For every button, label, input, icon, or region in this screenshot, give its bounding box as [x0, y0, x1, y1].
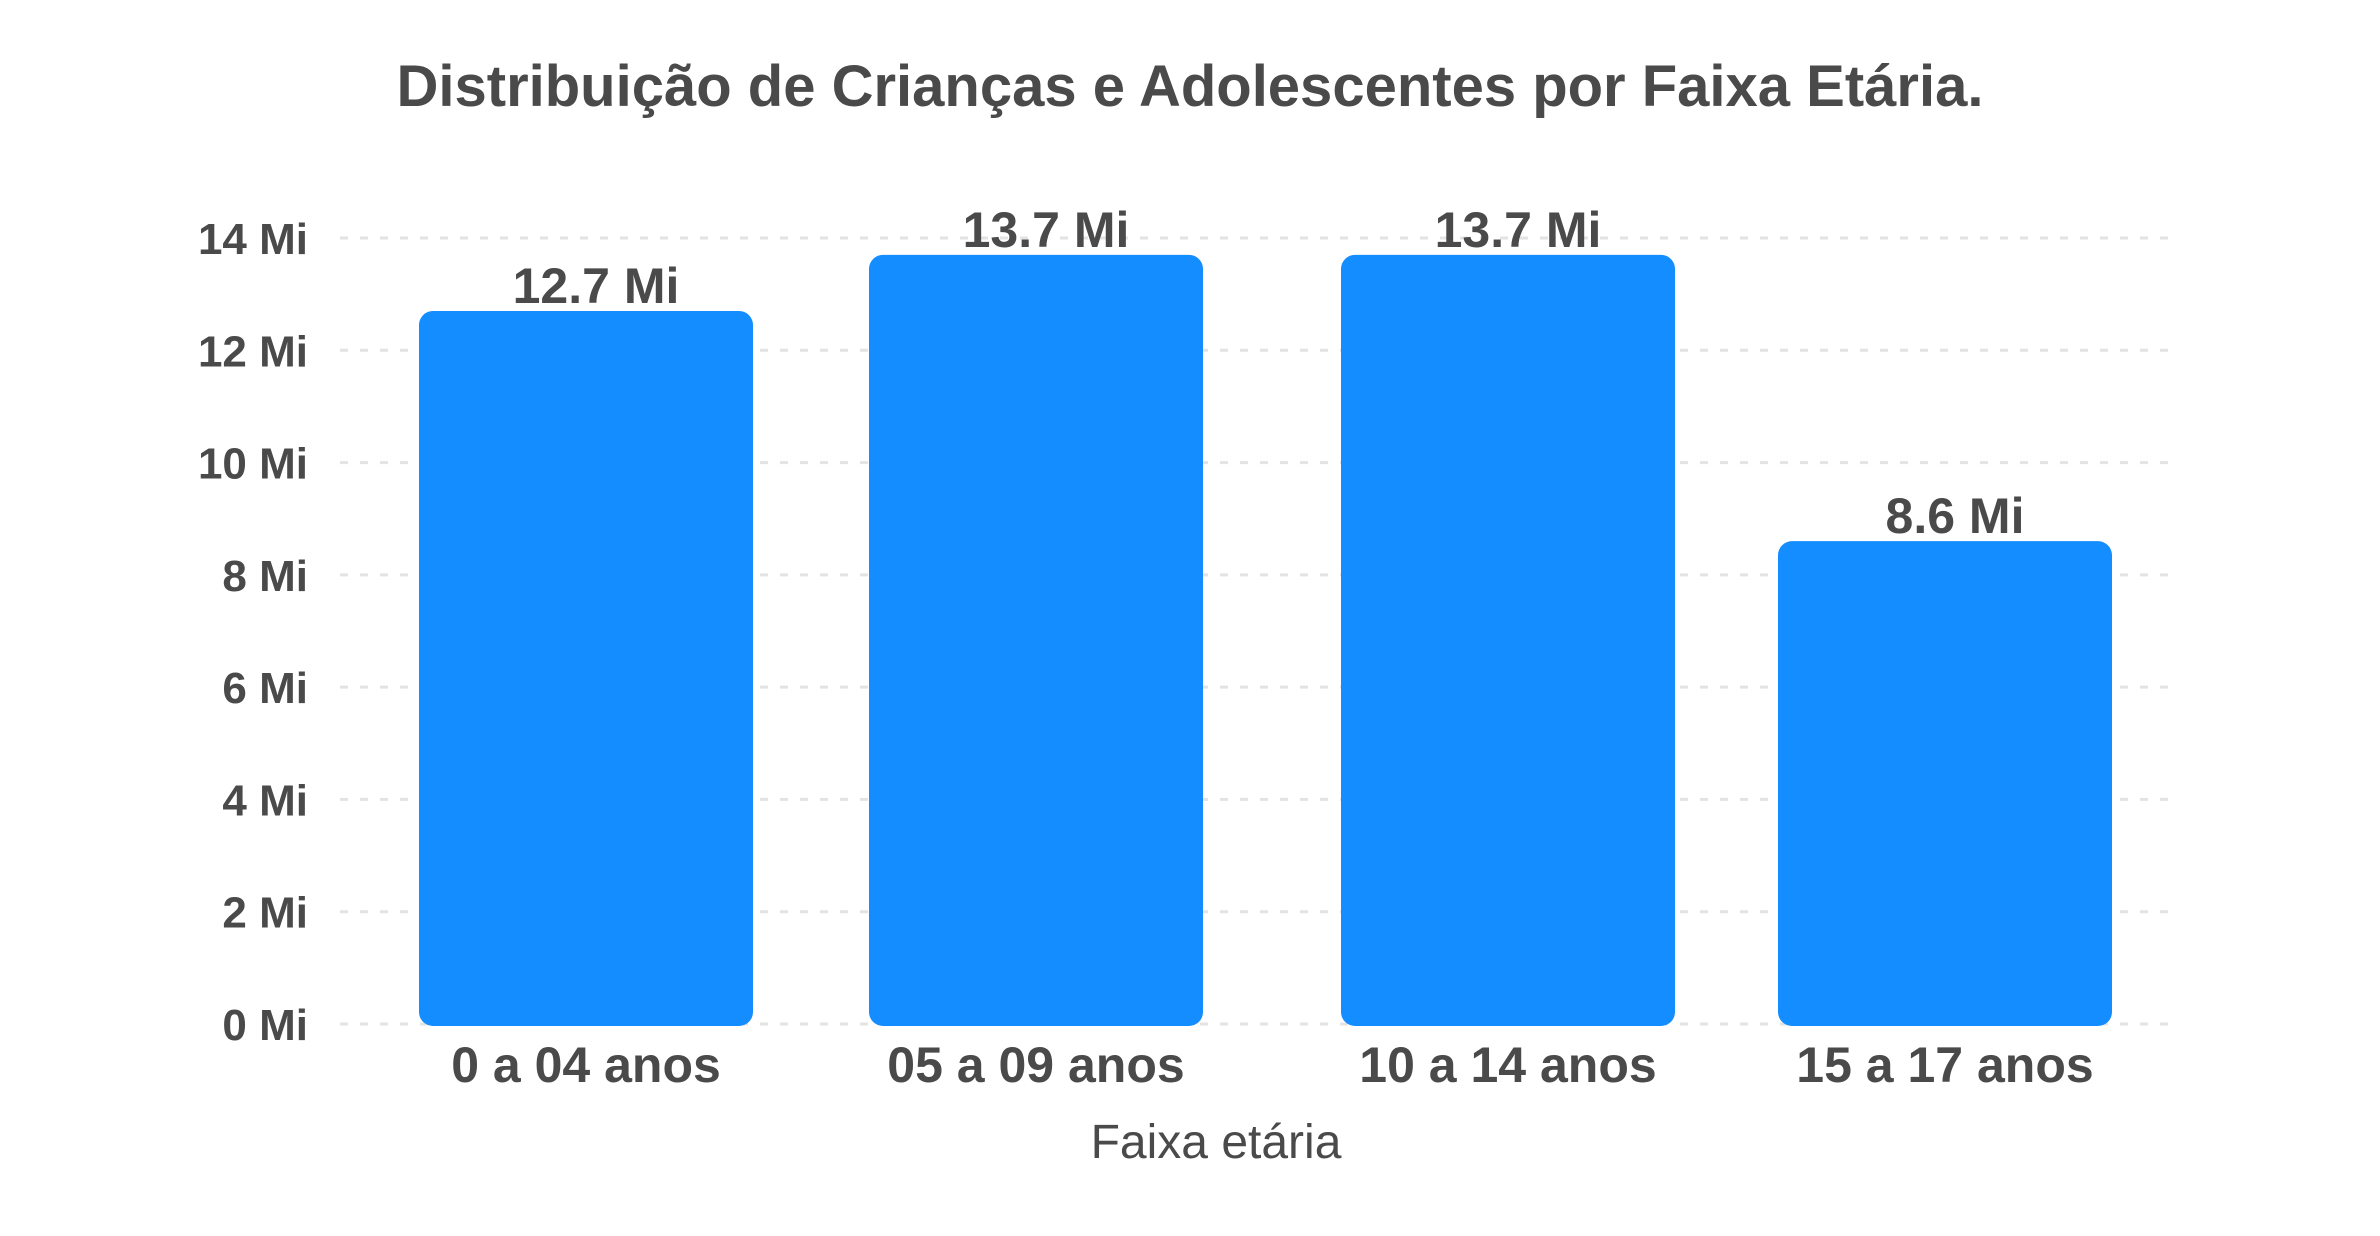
y-tick-label: 2 Mi — [222, 889, 308, 938]
bar — [1778, 541, 2112, 1026]
y-axis-ticks: 0 Mi 2 Mi 4 Mi 6 Mi 8 Mi 10 Mi 12 Mi 14 Mi — [198, 215, 308, 1050]
bar — [419, 310, 753, 1026]
x-tick-label: 15 a 17 anos — [1796, 1037, 2093, 1093]
y-tick-label: 14 Mi — [198, 215, 308, 264]
y-tick-label: 10 Mi — [198, 440, 308, 489]
x-tick-label: 05 a 09 anos — [887, 1037, 1184, 1093]
bar — [869, 254, 1203, 1027]
chart-title: Distribuição de Crianças e Adolescentes … — [397, 54, 1984, 119]
bar-value-label: 13.7 Mi — [963, 202, 1130, 258]
x-axis-label: Faixa etária — [1091, 1116, 1342, 1169]
bars — [419, 254, 2112, 1027]
y-tick-label: 12 Mi — [198, 327, 308, 376]
bar-value-label: 8.6 Mi — [1886, 488, 2025, 544]
y-tick-label: 4 Mi — [222, 776, 308, 825]
y-tick-label: 6 Mi — [222, 664, 308, 713]
bar-value-label: 13.7 Mi — [1435, 202, 1602, 258]
x-axis-ticks: 0 a 04 anos 05 a 09 anos 10 a 14 anos 15 a … — [451, 1037, 2094, 1093]
y-tick-label: 0 Mi — [222, 1001, 308, 1050]
x-tick-label: 10 a 14 anos — [1359, 1037, 1656, 1093]
bar-value-labels: 12.7 Mi 13.7 Mi 13.7 Mi 8.6 Mi — [513, 202, 2025, 544]
bar — [1341, 254, 1675, 1027]
y-tick-label: 8 Mi — [222, 552, 308, 601]
x-tick-label: 0 a 04 anos — [451, 1037, 721, 1093]
bar-value-label: 12.7 Mi — [513, 258, 680, 314]
